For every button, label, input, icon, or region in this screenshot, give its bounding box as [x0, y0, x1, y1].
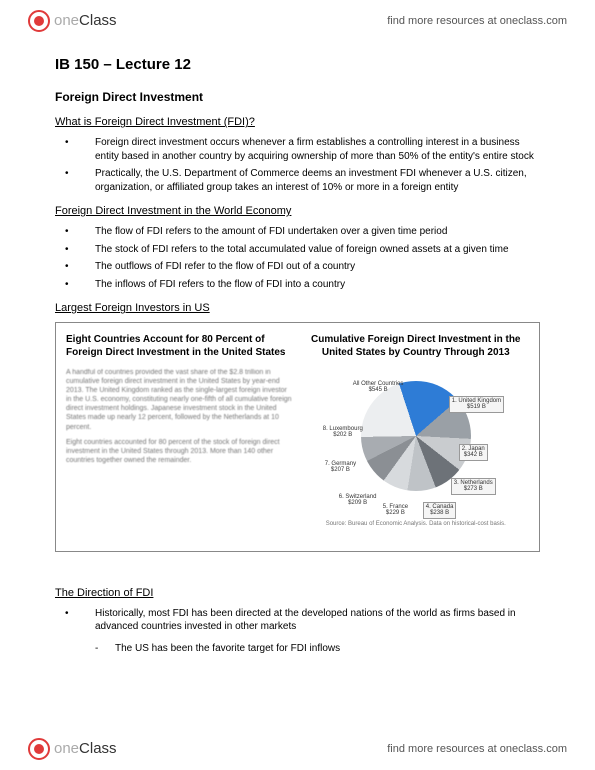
brand-logo-footer: oneClass [28, 738, 117, 760]
page-footer: oneClass find more resources at oneclass… [0, 728, 595, 770]
pie-slice-label: 4. Canada$238 B [423, 502, 457, 519]
chart-paragraph: Eight countries accounted for 80 percent… [66, 438, 293, 465]
pie-chart: 1. United Kingdom$519 B 2. Japan$342 B 3. … [331, 366, 501, 516]
list-item: The inflows of FDI refers to the flow of… [55, 278, 540, 292]
brand-text: oneClass [54, 739, 117, 759]
brand-word-one: one [54, 12, 79, 29]
page-header: oneClass find more resources at oneclass… [0, 0, 595, 42]
section-heading-direction: The Direction of FDI [55, 586, 540, 601]
pie-slice-label: 3. Netherlands$273 B [451, 478, 496, 495]
section-heading-largest-investors: Largest Foreign Investors in US [55, 301, 540, 316]
brand-word-one: one [54, 740, 79, 757]
brand-text: oneClass [54, 11, 117, 31]
list-item: Practically, the U.S. Department of Comm… [55, 167, 540, 194]
pie-slice-label: 2. Japan$342 B [459, 444, 488, 461]
list-item: The stock of FDI refers to the total acc… [55, 243, 540, 257]
pie-slice-label: 5. France$229 B [383, 504, 408, 517]
bullet-list-s4: Historically, most FDI has been directed… [55, 607, 540, 634]
header-link[interactable]: find more resources at oneclass.com [387, 14, 567, 29]
chart-left-title: Eight Countries Account for 80 Percent o… [66, 333, 293, 360]
chart-container: Eight Countries Account for 80 Percent o… [55, 322, 540, 552]
brand-logo: oneClass [28, 10, 117, 32]
document-content: IB 150 – Lecture 12 Foreign Direct Inves… [55, 55, 540, 715]
chart-paragraph: A handful of countries provided the vast… [66, 368, 293, 432]
bullet-list-s1: Foreign direct investment occurs wheneve… [55, 136, 540, 194]
pie-slice-label: All Other Countries$545 B [353, 381, 404, 394]
bullet-list-s2: The flow of FDI refers to the amount of … [55, 225, 540, 291]
list-item: The US has been the favorite target for … [55, 642, 540, 656]
list-item: The outflows of FDI refer to the flow of… [55, 260, 540, 274]
list-item: Historically, most FDI has been directed… [55, 607, 540, 634]
chart-footnote: Source: Bureau of Economic Analysis. Dat… [326, 520, 506, 528]
chart-left-body: A handful of countries provided the vast… [66, 368, 293, 465]
brand-circle-icon [28, 738, 50, 760]
page-title: IB 150 – Lecture 12 [55, 55, 540, 75]
list-item: The flow of FDI refers to the amount of … [55, 225, 540, 239]
pie-slice-label: 1. United Kingdom$519 B [449, 396, 504, 413]
chart-right-title: Cumulative Foreign Direct Investment in … [303, 333, 530, 360]
footer-link[interactable]: find more resources at oneclass.com [387, 742, 567, 757]
pie-slice-label: 8. Luxembourg$202 B [323, 426, 363, 439]
chart-left-panel: Eight Countries Account for 80 Percent o… [66, 333, 293, 541]
section-heading-what-is-fdi: What is Foreign Direct Investment (FDI)? [55, 115, 540, 130]
sub-bullet-list-s4: The US has been the favorite target for … [55, 642, 540, 656]
page-subtitle: Foreign Direct Investment [55, 89, 540, 105]
pie-slice-label: 6. Switzerland$209 B [339, 494, 377, 507]
list-item: Foreign direct investment occurs wheneve… [55, 136, 540, 163]
pie-slice-label: 7. Germany$207 B [325, 461, 356, 474]
chart-right-panel: Cumulative Foreign Direct Investment in … [303, 333, 530, 541]
brand-circle-icon [28, 10, 50, 32]
brand-word-class: Class [79, 12, 117, 29]
section-heading-world-economy: Foreign Direct Investment in the World E… [55, 204, 540, 219]
brand-word-class: Class [79, 740, 117, 757]
